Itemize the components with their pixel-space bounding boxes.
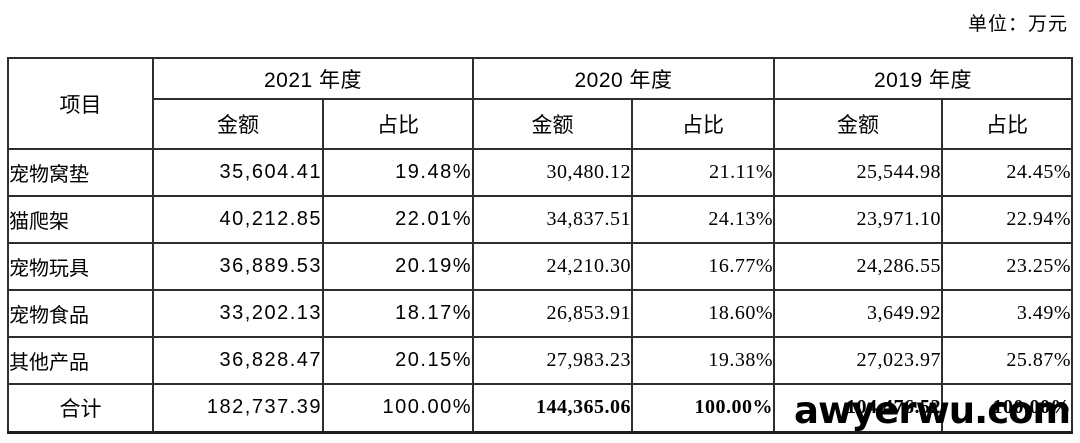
cell-2020-amount: 34,837.51 [472, 195, 633, 244]
row-item-label: 其他产品 [7, 336, 154, 385]
cell-2019-ratio: 23.25% [941, 242, 1073, 291]
item-column-header: 项目 [7, 57, 154, 150]
row-item-label: 猫爬架 [7, 195, 154, 244]
total-2020-amount: 144,365.06 [472, 383, 633, 433]
year-header-2020: 2020 年度 [472, 57, 775, 100]
cell-2019-ratio: 24.45% [941, 148, 1073, 197]
row-item-label: 宠物食品 [7, 289, 154, 338]
cell-2019-amount: 25,544.98 [773, 148, 943, 197]
cell-2020-ratio: 24.13% [631, 195, 775, 244]
cell-2020-ratio: 19.38% [631, 336, 775, 385]
cell-2021-ratio: 20.19% [322, 242, 474, 291]
cell-2019-ratio: 25.87% [941, 336, 1073, 385]
cell-2021-amount: 33,202.13 [152, 289, 324, 338]
year-header-2019: 2019 年度 [773, 57, 1073, 100]
row-item-label: 宠物玩具 [7, 242, 154, 291]
table-row: 宠物玩具 36,889.53 20.19% 24,210.30 16.77% 2… [7, 242, 1073, 291]
cell-2019-ratio: 3.49% [941, 289, 1073, 338]
cell-2021-ratio: 19.48% [322, 148, 474, 197]
watermark: awyerwu.com [794, 389, 1071, 432]
cell-2019-amount: 23,971.10 [773, 195, 943, 244]
cell-2021-amount: 40,212.85 [152, 195, 324, 244]
cell-2021-amount: 36,889.53 [152, 242, 324, 291]
total-2021-ratio: 100.00% [322, 383, 474, 433]
table-row: 宠物食品 33,202.13 18.17% 26,853.91 18.60% 3… [7, 289, 1073, 338]
total-label: 合计 [7, 383, 154, 433]
header-row-measures: 金额 占比 金额 占比 金额 占比 [8, 98, 1073, 150]
cell-2020-ratio: 21.11% [631, 148, 775, 197]
amount-header-2021: 金额 [152, 98, 324, 150]
cell-2019-amount: 27,023.97 [773, 336, 943, 385]
amount-header-2020: 金额 [472, 98, 633, 150]
cell-2020-ratio: 18.60% [631, 289, 775, 338]
revenue-breakdown-table: 项目 2021 年度 2020 年度 2019 年度 金额 占比 金额 占比 金… [7, 57, 1073, 434]
cell-2021-ratio: 20.15% [322, 336, 474, 385]
total-2020-ratio: 100.00% [631, 383, 775, 433]
table-row: 宠物窝垫 35,604.41 19.48% 30,480.12 21.11% 2… [7, 148, 1073, 197]
table-row: 其他产品 36,828.47 20.15% 27,983.23 19.38% 2… [7, 336, 1073, 385]
row-item-label: 宠物窝垫 [7, 148, 154, 197]
header-row-years: 项目 2021 年度 2020 年度 2019 年度 [7, 57, 1073, 150]
unit-label: 单位：万元 [967, 14, 1068, 35]
ratio-header-2019: 占比 [941, 98, 1073, 150]
total-2019-ratio: 100.00% [941, 383, 1073, 433]
total-row: 合计 182,737.39 100.00% 144,365.06 100.00%… [7, 383, 1073, 433]
cell-2021-ratio: 18.17% [322, 289, 474, 338]
cell-2019-ratio: 22.94% [941, 195, 1073, 244]
year-header-2021: 2021 年度 [152, 57, 474, 100]
cell-2021-amount: 36,828.47 [152, 336, 324, 385]
ratio-header-2020: 占比 [631, 98, 775, 150]
cell-2020-amount: 24,210.30 [472, 242, 633, 291]
ratio-header-2021: 占比 [322, 98, 474, 150]
cell-2021-amount: 35,604.41 [152, 148, 324, 197]
cell-2019-amount: 24,286.55 [773, 242, 943, 291]
cell-2020-ratio: 16.77% [631, 242, 775, 291]
cell-2020-amount: 30,480.12 [472, 148, 633, 197]
amount-header-2019: 金额 [773, 98, 943, 150]
cell-2020-amount: 26,853.91 [472, 289, 633, 338]
cell-2021-ratio: 22.01% [322, 195, 474, 244]
total-2019-amount: 104,476.52 [773, 383, 943, 433]
cell-2019-amount: 3,649.92 [773, 289, 943, 338]
table-row: 猫爬架 40,212.85 22.01% 34,837.51 24.13% 23… [7, 195, 1073, 244]
cell-2020-amount: 27,983.23 [472, 336, 633, 385]
total-2021-amount: 182,737.39 [152, 383, 324, 433]
